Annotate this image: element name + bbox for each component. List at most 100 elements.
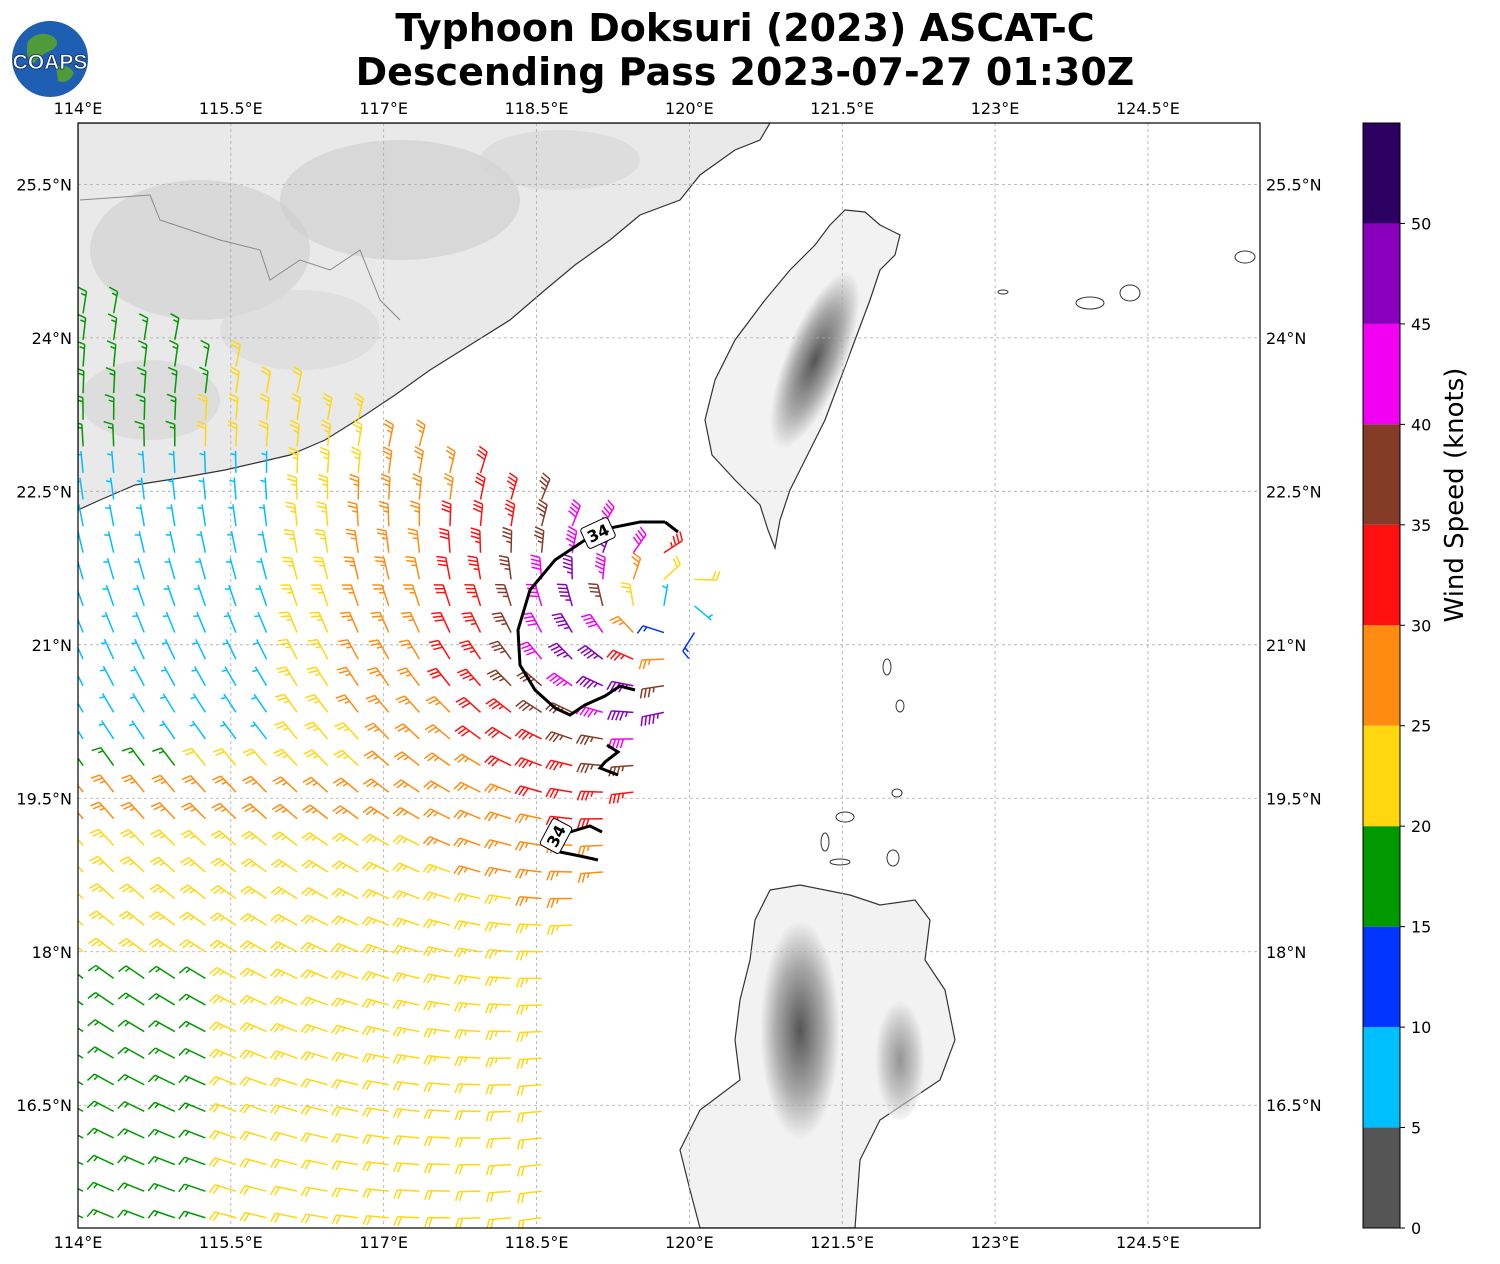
wind-barb: [515, 950, 542, 961]
lon-tick-label-bottom: 117°E: [359, 1233, 408, 1252]
wind-barb: [362, 1188, 389, 1199]
wind-barb: [87, 937, 115, 953]
wind-barb: [331, 860, 359, 873]
wind-barb: [289, 419, 300, 447]
wind-barb: [282, 556, 298, 580]
wind-barb: [606, 649, 634, 662]
wind-barb: [514, 813, 542, 824]
wind-barb: [117, 992, 145, 1006]
wind-barb: [423, 1163, 450, 1174]
colorbar-tick-label: 15: [1411, 918, 1431, 937]
wind-barb: [300, 969, 328, 980]
wind-barb: [199, 450, 207, 473]
wind-barb: [331, 1214, 359, 1225]
wind-barb: [453, 920, 481, 931]
wind-barb: [361, 971, 390, 982]
wind-barb: [88, 883, 115, 900]
wind-barb: [239, 967, 267, 980]
wind-barb: [270, 1212, 298, 1223]
wind-barb: [392, 1108, 420, 1119]
wind-barb: [254, 611, 268, 633]
wind-barb: [393, 1189, 420, 1200]
lon-tick-label-top: 120°E: [665, 99, 714, 118]
wind-barb: [178, 1129, 206, 1139]
wind-barb: [220, 720, 237, 740]
wind-barb: [484, 866, 512, 877]
wind-barb: [608, 764, 634, 777]
wind-barb: [551, 612, 573, 633]
wind-barb: [423, 1082, 450, 1093]
wind-barb: [392, 889, 420, 900]
wind-barb: [454, 725, 481, 740]
wind-barb: [516, 1137, 542, 1150]
wind-barb: [545, 759, 573, 771]
wind-barb: [117, 1209, 145, 1219]
wind-barb: [431, 611, 451, 633]
wind-barb: [78, 1054, 84, 1059]
wind-barb: [160, 666, 176, 687]
wind-barb: [312, 556, 329, 580]
wind-barb: [78, 1080, 84, 1086]
map-frame: [77, 122, 1261, 1229]
wind-barb: [491, 612, 512, 633]
colorbar-tick-label: 25: [1411, 717, 1431, 736]
wind-barb: [428, 639, 451, 660]
wind-barb: [453, 947, 481, 958]
wind-barb: [78, 1214, 84, 1219]
lon-tick-label-top: 117°E: [359, 99, 408, 118]
wind-barb: [229, 477, 237, 500]
wind-barb: [361, 943, 390, 954]
wind-barb: [577, 871, 603, 883]
wind-barb: [455, 696, 481, 713]
wind-barb: [349, 473, 360, 500]
wind-barb: [423, 1027, 451, 1038]
wind-barb: [239, 1103, 267, 1114]
wind-barb: [239, 1184, 267, 1195]
wind-barb: [300, 1023, 328, 1034]
wind-barb: [78, 422, 84, 447]
wind-barb: [445, 445, 456, 474]
wind-barb: [275, 693, 298, 713]
wind-barb: [372, 584, 390, 607]
wind-barb: [168, 450, 176, 473]
wind-barb: [361, 1052, 389, 1063]
wind-barb: [455, 1217, 481, 1228]
wind-barb: [495, 583, 512, 607]
wind-barb: [117, 1101, 145, 1113]
wind-barb: [454, 1137, 481, 1148]
wind-barb: [230, 450, 237, 473]
contour-label-south: 34: [539, 818, 573, 854]
figure-title: Typhoon Doksuri (2023) ASCAT-C Descendin…: [0, 6, 1490, 94]
wind-barb: [395, 695, 420, 713]
wind-barb: [270, 968, 298, 980]
wind-barb: [443, 472, 454, 500]
wind-barb: [485, 1110, 512, 1122]
wind-barb: [546, 870, 573, 881]
wind-barb: [210, 857, 237, 873]
wind-barb: [362, 778, 390, 793]
wind-barb: [300, 1132, 328, 1143]
wind-barb: [270, 886, 298, 900]
wind-barb: [470, 527, 482, 553]
wind-barb: [392, 1135, 420, 1146]
wind-barb: [484, 921, 512, 932]
wind-barb: [78, 1187, 84, 1192]
wind-barb: [194, 584, 207, 607]
wind-barb: [423, 752, 451, 767]
wind-barb: [78, 368, 85, 394]
wind-barb: [239, 994, 267, 1006]
wind-barb: [208, 1102, 237, 1113]
wind-barb: [300, 941, 328, 953]
wind-barb: [252, 666, 268, 687]
wind-barb: [273, 748, 298, 767]
wind-barb: [304, 721, 329, 740]
wind-barb: [352, 419, 363, 447]
wind-barb: [133, 584, 145, 607]
wind-barb: [422, 863, 451, 874]
wind-barb: [100, 638, 115, 660]
wind-barb: [464, 584, 482, 607]
wind-barb: [365, 694, 390, 713]
lat-tick-label-right: 24°N: [1266, 329, 1306, 348]
wind-barb: [545, 787, 573, 799]
wind-barb: [423, 780, 451, 793]
